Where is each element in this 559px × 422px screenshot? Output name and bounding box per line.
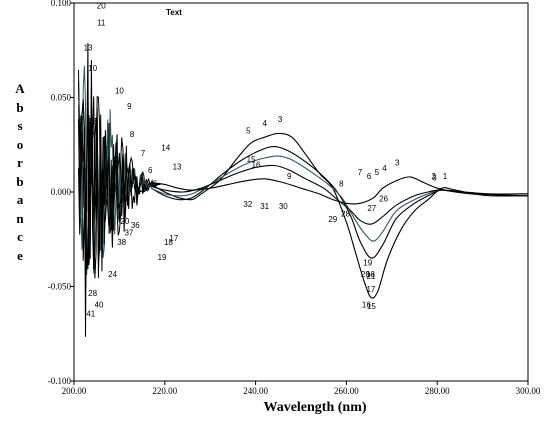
noise-trace: [78, 42, 161, 337]
peak-label: 17: [366, 285, 375, 294]
x-tick-label: 280.00: [425, 386, 450, 396]
peak-label: 19: [158, 253, 167, 262]
peak-label: 8: [339, 179, 344, 188]
series-line: [150, 155, 529, 242]
peak-label: 14: [161, 143, 170, 152]
peak-label: 41: [86, 310, 95, 319]
peak-label: 5: [153, 179, 158, 188]
peak-label: 26: [379, 194, 388, 203]
peak-label: 2: [431, 172, 436, 181]
peak-label: 36: [131, 221, 140, 230]
peak-label: 20: [361, 270, 370, 279]
peak-label: 15: [247, 155, 256, 164]
y-tick-label: 0.050: [51, 93, 72, 103]
panel-text: Text: [166, 8, 182, 17]
peak-label: 28: [88, 289, 97, 298]
peak-label: 9: [127, 102, 132, 111]
peak-label: 13: [84, 43, 93, 52]
peak-label: 19: [363, 259, 372, 268]
tick-labels: 200.00 220.00 240.00 260.00 280.00 300.00 0.10…: [48, 0, 541, 396]
peak-label: 30: [279, 202, 288, 211]
peak-label: 5: [375, 168, 380, 177]
peak-label: 6: [367, 172, 372, 181]
peak-label: 3: [278, 115, 283, 124]
peak-label: 37: [124, 228, 133, 237]
peak-label: 7: [141, 149, 146, 158]
peak-label: 7: [358, 168, 363, 177]
peak-label: 21: [366, 272, 375, 281]
peak-label: 20: [97, 2, 106, 11]
peak-label: 6: [148, 166, 153, 175]
y-tick-label: 0.100: [51, 0, 72, 8]
peak-label: 8: [130, 130, 135, 139]
peak-label: 12: [88, 117, 97, 126]
peak-label: 29: [328, 215, 337, 224]
peak-label: 27: [367, 204, 376, 213]
peak-label: 15: [367, 302, 376, 311]
peak-label: 10: [88, 64, 97, 73]
peak-label: 16: [362, 300, 371, 309]
peak-label: 18: [164, 238, 173, 247]
peak-label: 4: [262, 119, 267, 128]
x-tick-label: 260.00: [334, 386, 359, 396]
series-line: [151, 176, 529, 205]
peak-label: 32: [243, 200, 252, 209]
x-tick-label: 300.00: [516, 386, 541, 396]
peak-label: 10: [115, 87, 124, 96]
peak-label: 20: [120, 217, 129, 226]
peak-label: 40: [95, 300, 104, 309]
peak-label: 24: [108, 270, 117, 279]
x-tick-label: 200.00: [62, 386, 87, 396]
peak-label: 17: [169, 234, 178, 243]
peak-label: 3: [432, 174, 437, 183]
series-line: [151, 164, 529, 225]
peak-label: 4: [382, 164, 387, 173]
y-tick-label: -0.100: [48, 376, 72, 386]
y-tick-label: 0.000: [51, 187, 72, 197]
noisy-region-traces: [78, 42, 161, 337]
peak-label: 38: [117, 238, 126, 247]
spectrum-series: [150, 132, 529, 299]
series-line: [150, 132, 529, 299]
peak-label: 13: [173, 162, 182, 171]
peak-label: 28: [341, 210, 350, 219]
peak-label: 3: [395, 159, 400, 168]
y-axis-label: A b s o r b a n c e: [15, 81, 25, 263]
x-axis-label: Wavelength (nm): [263, 400, 367, 415]
peak-label: 18: [366, 270, 375, 279]
peak-label: 31: [260, 202, 269, 211]
y-tick-label: -0.050: [48, 282, 72, 292]
peak-label: 9: [287, 172, 292, 181]
x-tick-label: 220.00: [152, 386, 177, 396]
peak-label: 16: [252, 160, 261, 169]
peak-label: 18: [86, 130, 95, 139]
peak-label: 1: [443, 172, 448, 181]
peak-label: 5: [246, 126, 251, 135]
x-tick-label: 240.00: [243, 386, 268, 396]
peak-label: 11: [97, 19, 106, 28]
